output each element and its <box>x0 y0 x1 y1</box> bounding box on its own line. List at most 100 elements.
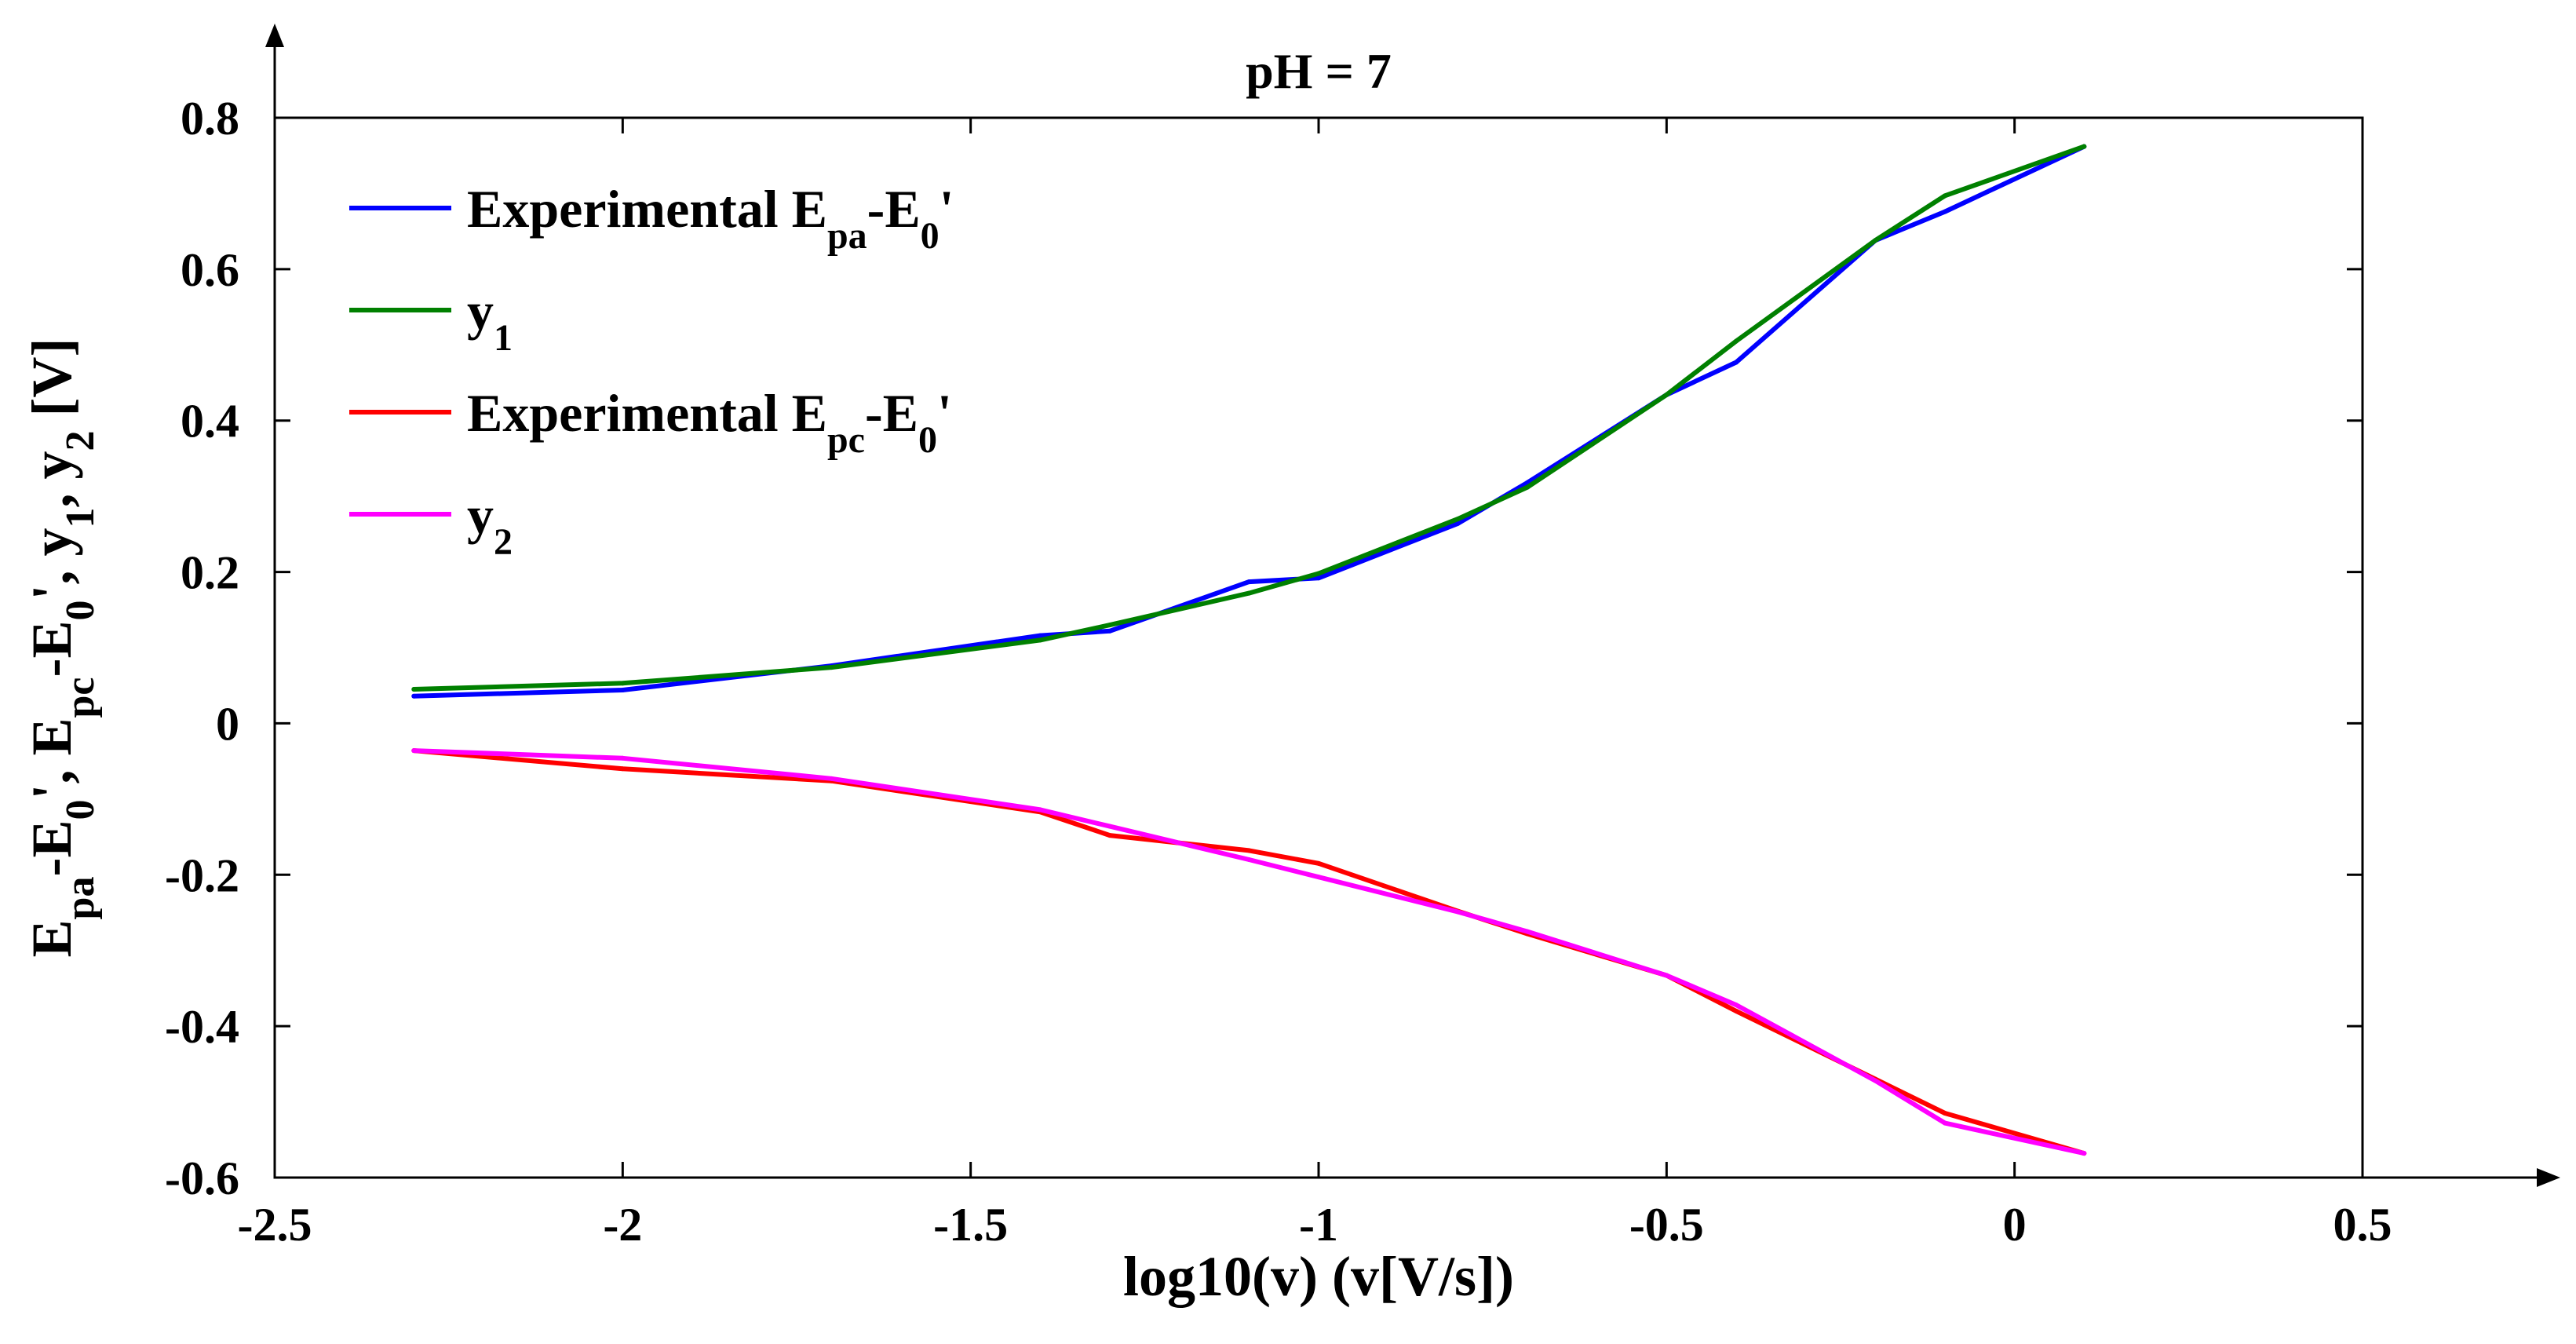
data-point <box>1943 193 1947 199</box>
data-point <box>411 748 417 754</box>
series-line <box>411 748 2087 1156</box>
data-point <box>1455 520 1461 526</box>
data-point <box>1316 875 1321 880</box>
x-tick-label: -0.5 <box>1629 1199 1704 1251</box>
data-point <box>411 693 417 699</box>
data-point <box>1734 1008 1739 1013</box>
axis-arrows <box>265 24 2560 1187</box>
y-tick-label: 0.6 <box>181 244 239 296</box>
x-axis-title: log10(v) (v[V/s]) <box>1123 1245 1514 1308</box>
data-point <box>1107 623 1112 628</box>
text-run-8: ', y <box>20 528 83 600</box>
data-point <box>1038 633 1043 638</box>
data-point <box>1107 833 1112 838</box>
data-point <box>1316 571 1321 576</box>
data-point <box>411 687 417 692</box>
x-tick-label: 0.5 <box>2333 1199 2392 1251</box>
text-run-2: -E <box>867 179 921 239</box>
y-tick-label: 0.4 <box>181 396 239 447</box>
text-run-1: 1 <box>494 317 513 359</box>
text-run-0: E <box>20 919 83 957</box>
x-tick-label: -1.5 <box>933 1199 1008 1251</box>
text-run-9: 1 <box>58 507 103 528</box>
data-point <box>1246 848 1252 853</box>
y-tick-label: 0 <box>216 698 239 750</box>
legend-label: y1 <box>467 281 513 359</box>
data-point <box>1525 929 1530 934</box>
data-point <box>1455 517 1461 522</box>
data-point <box>1525 484 1530 490</box>
text-run-10: , y <box>20 451 83 507</box>
data-point <box>1246 579 1252 585</box>
data-point <box>1734 1003 1739 1008</box>
data-point <box>1664 973 1669 978</box>
text-run-0: Experimental E <box>467 179 827 239</box>
y-tick-label: 0.2 <box>181 547 239 599</box>
text-run-5: pc <box>58 677 103 718</box>
text-run-2: -E <box>865 383 918 443</box>
text-run-3: 0 <box>921 215 940 257</box>
text-run-7: 0 <box>58 600 103 620</box>
data-point <box>620 681 626 686</box>
text-run-4: ', E <box>20 718 83 799</box>
data-point <box>1943 209 1947 214</box>
text-run-11: 2 <box>58 430 103 451</box>
legend-label: Experimental Epc-E0' <box>467 383 952 461</box>
y-tick-label: -0.6 <box>165 1152 239 1204</box>
data-point <box>1943 1120 1947 1126</box>
text-run-0: Experimental E <box>467 383 827 443</box>
legend-item: y1 <box>349 281 513 359</box>
legend-item: y2 <box>349 485 513 563</box>
y-axis-title: Epa-E0', Epc-E0', y1, y2 [V] <box>20 338 103 958</box>
data-point <box>620 766 626 772</box>
text-run-3: 0 <box>918 419 937 461</box>
data-point <box>1038 807 1043 813</box>
x-tick-label: -2.5 <box>238 1199 312 1251</box>
text-run-1: pa <box>58 877 103 920</box>
text-run-4: ' <box>937 383 952 443</box>
x-tick-label: 0 <box>2003 1199 2027 1251</box>
data-point <box>829 665 834 670</box>
data-point <box>620 688 626 692</box>
text-run-0: y <box>467 281 494 341</box>
data-point <box>1734 360 1739 365</box>
data-point <box>1246 590 1252 596</box>
series-1 <box>411 144 2087 692</box>
legend-item: Experimental Epc-E0' <box>349 383 952 461</box>
text-run-1: 2 <box>494 521 513 563</box>
data-point <box>2082 1151 2087 1156</box>
data-point <box>1664 392 1669 397</box>
series-3 <box>411 748 2087 1156</box>
text-run-1: pa <box>827 215 867 257</box>
data-point <box>620 755 626 761</box>
x-tick-label: -1 <box>1299 1199 1338 1251</box>
data-point <box>1107 628 1112 634</box>
data-point <box>1038 637 1043 643</box>
text-run-1: pc <box>827 419 865 461</box>
data-point <box>1873 238 1878 243</box>
text-run-2: -E <box>20 820 83 877</box>
text-run-4: ' <box>940 179 954 239</box>
y-tick-label: -0.4 <box>165 1001 239 1053</box>
data-point <box>829 776 834 781</box>
chart-title: pH = 7 <box>1246 43 1392 99</box>
text-run-12: [V] <box>20 338 83 431</box>
y-tick-label: 0.8 <box>181 93 239 144</box>
text-run-3: 0 <box>58 800 103 820</box>
x-axis-arrowhead <box>2537 1168 2560 1187</box>
plot-area <box>273 116 2364 1179</box>
x-tick-label: -2 <box>603 1199 642 1251</box>
legend-label: Experimental Epa-E0' <box>467 179 954 257</box>
x-axis-ticks: -2.5 -2 -1.5 -1 -0.5 0 0.5 <box>238 118 2392 1251</box>
y-axis-arrowhead <box>265 24 284 47</box>
text-run-6: -E <box>20 620 83 677</box>
legend-label: y2 <box>467 485 513 563</box>
data-point <box>1734 338 1739 344</box>
series-line <box>411 144 2087 692</box>
series-group <box>411 144 2087 1156</box>
data-point <box>1873 1078 1878 1083</box>
y-tick-label: -0.2 <box>165 849 239 901</box>
text-run-0: y <box>467 485 494 545</box>
